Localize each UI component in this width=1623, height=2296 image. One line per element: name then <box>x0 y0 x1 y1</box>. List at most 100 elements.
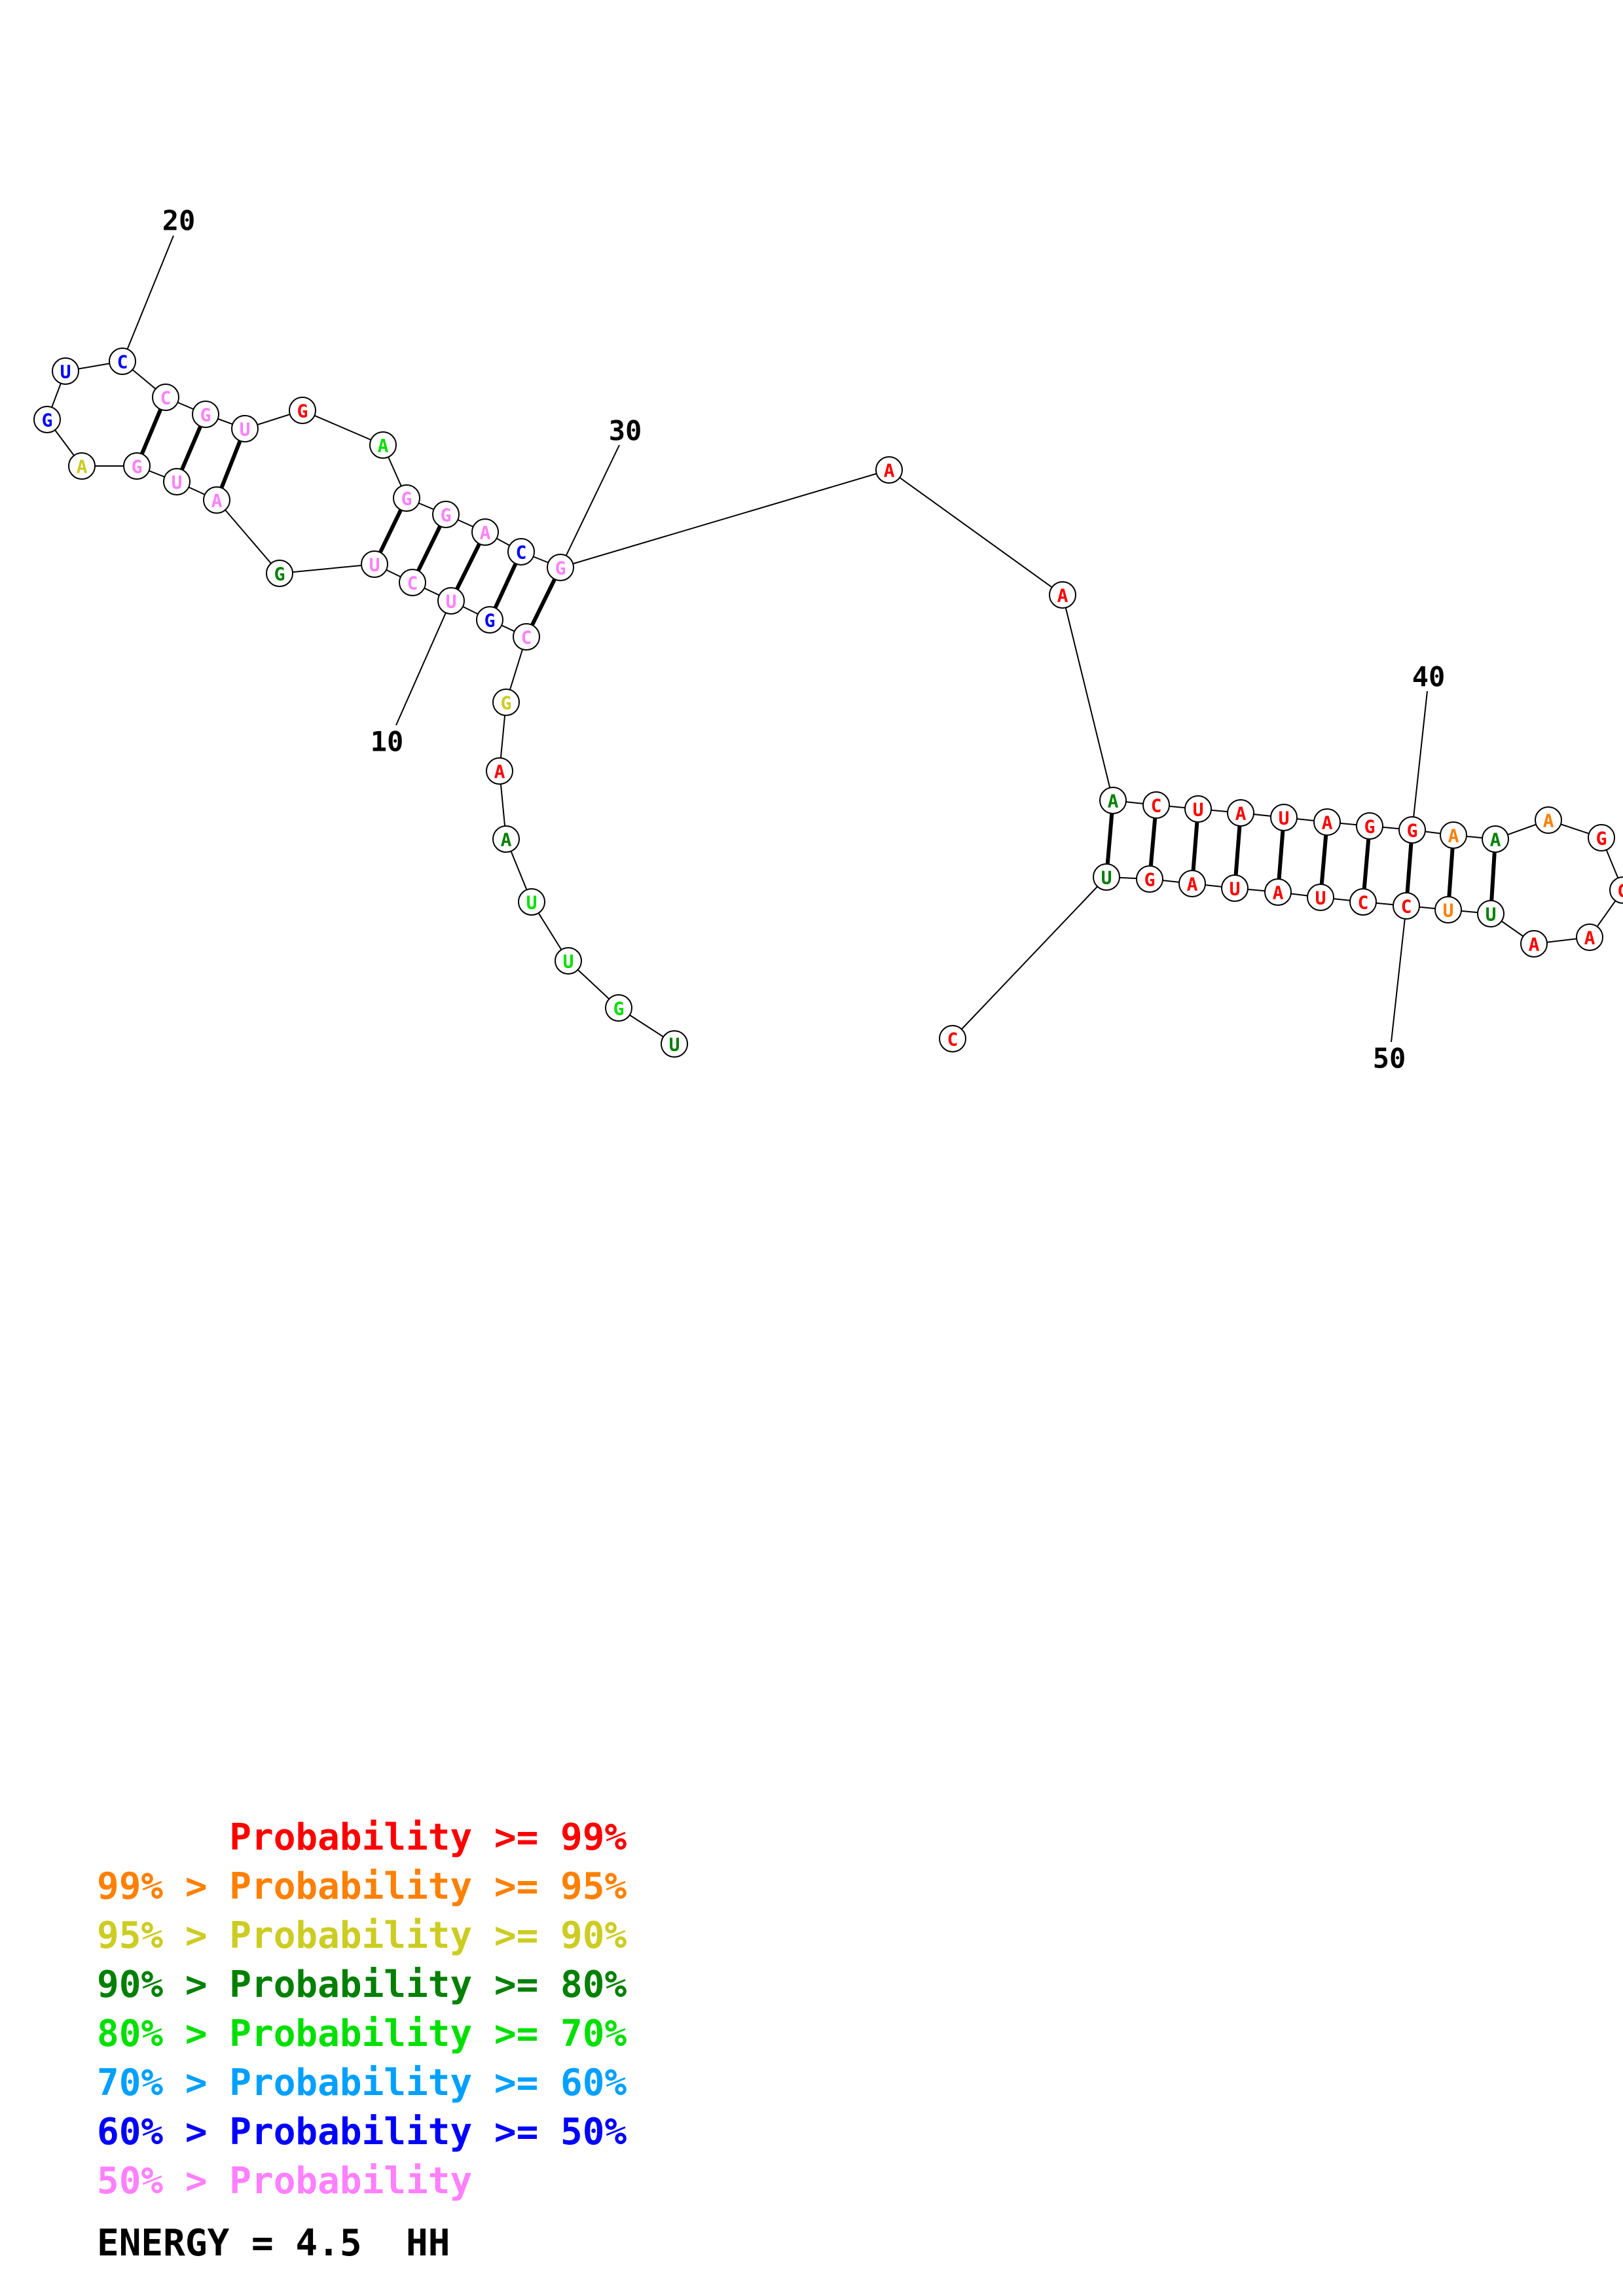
nucleotide-letter: A <box>1448 825 1459 847</box>
nucleotide-letter: G <box>42 410 53 431</box>
nucleotide: C <box>1393 892 1420 920</box>
base-pair-bond <box>219 440 242 489</box>
nucleotide: C <box>507 538 535 565</box>
nucleotide-circle <box>437 587 465 615</box>
nucleotide-letter: G <box>555 558 566 579</box>
nucleotide-circle <box>547 554 574 581</box>
nucleotide: G <box>476 606 503 634</box>
nucleotide-circle <box>1482 825 1509 853</box>
nucleotide: G <box>432 501 460 528</box>
nucleotide-letter: A <box>1543 810 1554 832</box>
nucleotide: A <box>203 486 230 514</box>
nucleotide-letter: U <box>563 951 574 973</box>
nucleotide-circle <box>1227 799 1254 827</box>
nucleotide-letter: G <box>501 692 512 714</box>
nucleotide-letter: U <box>172 472 183 493</box>
nucleotide-circle <box>1093 863 1120 891</box>
base-pair-bond <box>1447 848 1455 897</box>
nucleotide-circle <box>203 486 230 514</box>
nucleotide: G <box>1398 816 1426 844</box>
nucleotide-circle <box>152 384 179 411</box>
nucleotide-circle <box>1356 812 1383 840</box>
nucleotide-circle <box>361 550 388 578</box>
nucleotide-circle <box>1434 896 1462 924</box>
backbone-segment <box>279 564 375 574</box>
probability-legend: Probability >= 99% 99% > Probability >= 9… <box>97 1813 627 2206</box>
nucleotide-letter: A <box>1584 927 1596 949</box>
nucleotide-letter: G <box>613 998 625 1020</box>
nucleotide-letter: C <box>117 351 128 373</box>
nucleotide-circle <box>492 825 520 853</box>
nucleotide-letter: U <box>1193 799 1204 821</box>
base-pair-bond <box>1233 825 1242 876</box>
nucleotide-letter: A <box>480 522 491 544</box>
nucleotide-letter: G <box>297 401 308 422</box>
nucleotide-letter: U <box>1101 867 1112 889</box>
nucleotide: C <box>152 384 179 411</box>
nucleotide: A <box>1178 870 1206 897</box>
nucleotide: G <box>289 397 316 424</box>
legend-row: 95% > Probability >= 90% <box>97 1914 627 1957</box>
nucleotide: C <box>109 348 136 375</box>
base-pair-bond <box>1319 834 1328 885</box>
nucleotide-letter: C <box>516 542 527 564</box>
nucleotide-letter: U <box>1443 900 1454 922</box>
nucleotide: U <box>437 587 465 615</box>
nucleotide: U <box>52 357 79 385</box>
nucleotide-circle <box>163 468 191 495</box>
nucleotide: A <box>1049 581 1076 609</box>
nucleotide: A <box>875 456 903 484</box>
nucleotide: G <box>1356 812 1383 840</box>
nucleotide-circle <box>289 397 316 424</box>
nucleotide: A <box>1313 808 1341 836</box>
nucleotide: A <box>68 452 96 480</box>
nucleotide-letter: U <box>1230 878 1241 900</box>
nucleotide: G <box>33 406 61 433</box>
nucleotide: A <box>1482 825 1509 853</box>
nucleotide-circle <box>1099 787 1127 814</box>
nucleotide-letter: U <box>240 419 251 440</box>
nucleotide-circle <box>432 501 460 528</box>
backbone-segment <box>216 499 280 574</box>
position-label: 40 <box>1412 661 1446 693</box>
nucleotide: G <box>1136 865 1163 893</box>
base-pair-bonds <box>139 408 1497 901</box>
nucleotide: G <box>123 452 151 480</box>
nucleotide-circle <box>1313 808 1341 836</box>
nucleotide-circle <box>875 456 903 484</box>
nucleotide-circle <box>1270 804 1298 831</box>
nucleotide-circle <box>1178 870 1206 897</box>
nucleotide-letter: A <box>378 435 389 457</box>
base-pair-bond <box>1105 813 1114 865</box>
position-label: 30 <box>609 415 642 447</box>
base-pair-bond <box>180 425 202 471</box>
nucleotide-circle <box>393 484 420 512</box>
nucleotide-letter: U <box>1279 808 1290 829</box>
base-pair-bond <box>493 562 518 609</box>
nucleotide: G <box>192 401 219 428</box>
position-tick <box>1412 691 1428 831</box>
nucleotide: U <box>1270 804 1298 831</box>
nucleotide-circle <box>1264 878 1292 906</box>
base-pair-bond <box>139 408 163 455</box>
nucleotide: C <box>1142 791 1170 819</box>
nucleotide: G <box>547 554 574 581</box>
position-tick <box>1391 905 1407 1043</box>
nucleotide-letter: G <box>1618 880 1623 902</box>
nucleotide-circle <box>605 994 632 1022</box>
nucleotide: U <box>361 550 388 578</box>
nucleotide-letter: C <box>1401 896 1412 918</box>
nucleotide-letter: G <box>1407 820 1418 842</box>
position-label: 20 <box>162 205 196 237</box>
nucleotide-letter: G <box>1364 816 1376 838</box>
legend-row: 60% > Probability >= 50% <box>97 2111 627 2153</box>
nucleotide: G <box>393 484 420 512</box>
nucleotide-circle <box>1349 888 1377 916</box>
legend-row: 90% > Probability >= 80% <box>97 1964 627 2006</box>
legend-row: Probability >= 99% <box>97 1816 627 1859</box>
base-pair-bond <box>416 525 442 572</box>
nucleotide-letter: G <box>401 488 412 510</box>
nucleotide: G <box>1609 876 1623 904</box>
position-tick <box>560 444 620 568</box>
nucleotide-letter: A <box>1273 882 1284 904</box>
